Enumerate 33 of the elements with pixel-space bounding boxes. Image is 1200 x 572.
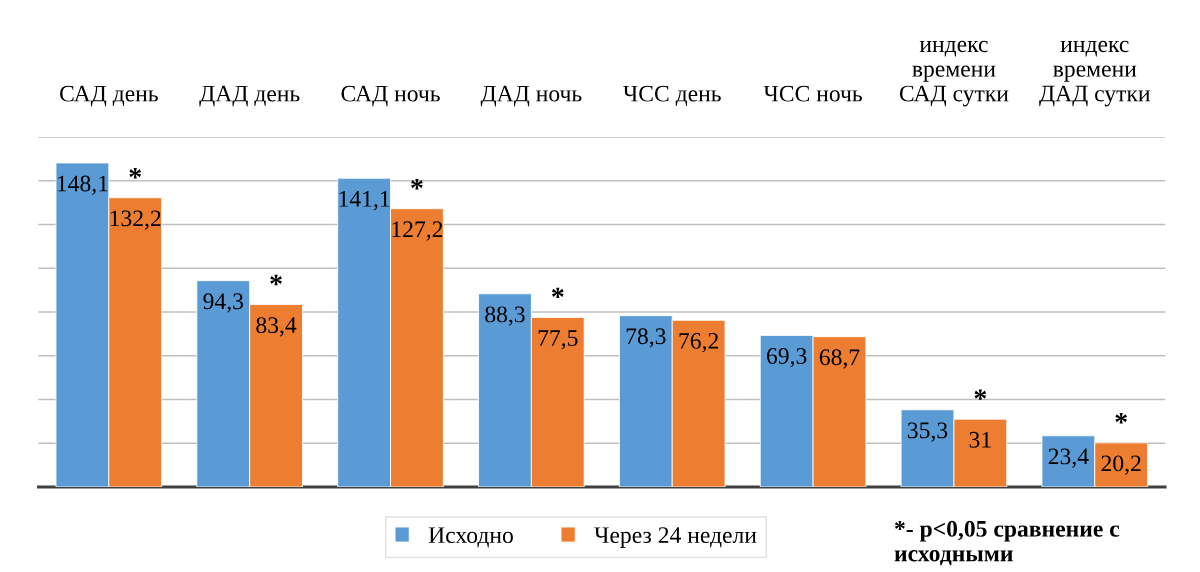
x-tick-label: САД ночь bbox=[341, 85, 440, 107]
data-label: 68,7 bbox=[819, 349, 860, 369]
data-label: 76,2 bbox=[679, 332, 718, 353]
annotation: * bbox=[129, 167, 142, 179]
x-tick-label: индекс времени ДАД сутки bbox=[1039, 40, 1150, 107]
data-label: 23,4 bbox=[1048, 448, 1089, 468]
x-tick-label: ДАД ночь bbox=[480, 85, 582, 107]
x-tick-label: ДАД день bbox=[199, 85, 300, 107]
legend-label: Исходно bbox=[428, 527, 513, 548]
data-label: 88,3 bbox=[485, 306, 525, 326]
annotation: * bbox=[270, 274, 282, 286]
data-label: 127,2 bbox=[392, 221, 443, 241]
text: *- p<0,05 сравнение с исходными bbox=[894, 520, 1120, 566]
x-tick-label: ЧСС ночь bbox=[763, 85, 862, 102]
x-tick-label: ЧСС день bbox=[623, 85, 721, 106]
annotation: * bbox=[974, 389, 987, 400]
data-label: 69,3 bbox=[767, 348, 807, 368]
data-label: 148,1 bbox=[57, 175, 108, 195]
legend-label: Через 24 недели bbox=[594, 527, 757, 548]
annotation: * bbox=[551, 287, 564, 299]
data-label: 78,3 bbox=[626, 328, 666, 348]
data-label: 77,5 bbox=[538, 330, 578, 350]
data-label: 141,1 bbox=[339, 191, 390, 211]
data-label: 132,2 bbox=[110, 210, 161, 230]
annotation: * bbox=[411, 178, 423, 190]
annotation: * bbox=[1115, 413, 1127, 424]
x-tick-label: САД день bbox=[60, 85, 158, 107]
data-label: 31 bbox=[969, 431, 991, 448]
data-label: 35,3 bbox=[907, 422, 948, 442]
data-label: 94,3 bbox=[203, 293, 243, 313]
x-tick-label: индекс времени САД сутки bbox=[899, 40, 1009, 107]
data-label: 20,2 bbox=[1101, 455, 1141, 475]
data-label: 83,4 bbox=[256, 317, 297, 337]
